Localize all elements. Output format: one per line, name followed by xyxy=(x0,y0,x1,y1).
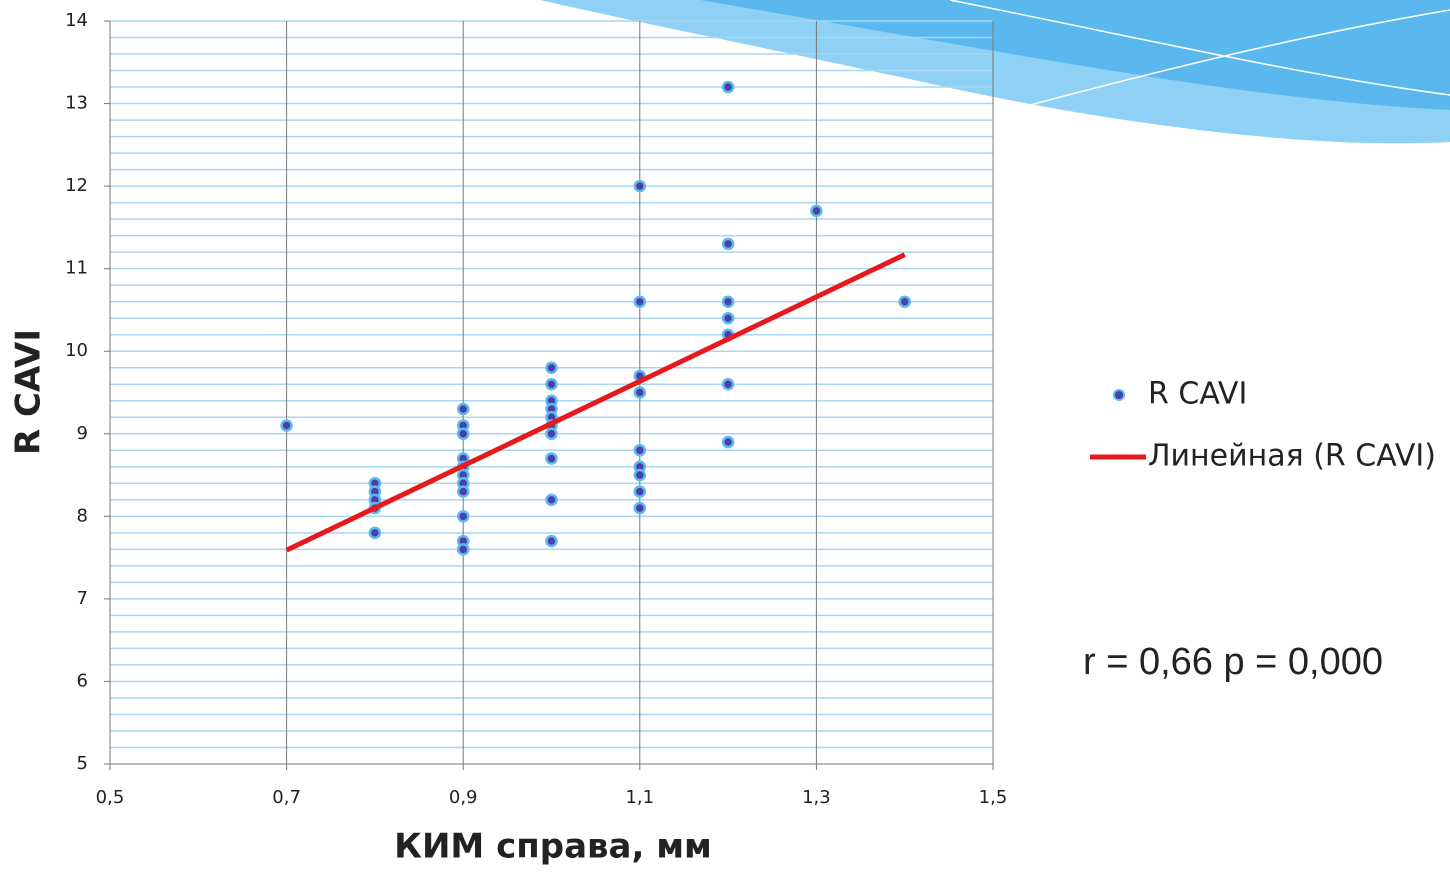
point xyxy=(633,386,647,399)
y-tick-label: 12 xyxy=(65,175,88,196)
point xyxy=(633,295,647,308)
x-axis-label: КИМ справа, мм xyxy=(394,827,712,867)
point xyxy=(721,377,735,391)
point xyxy=(721,311,735,325)
point xyxy=(368,526,382,540)
x-tick-label: 0,7 xyxy=(272,787,301,808)
y-tick-label: 11 xyxy=(65,258,88,279)
trend-line xyxy=(285,252,906,553)
point xyxy=(456,543,470,556)
y-axis-label: R CAVI xyxy=(9,329,49,455)
point xyxy=(545,534,558,548)
point xyxy=(633,485,647,498)
point xyxy=(633,179,647,193)
point xyxy=(721,80,735,94)
x-tick-label: 1,3 xyxy=(802,787,831,808)
point xyxy=(633,501,647,515)
point xyxy=(545,452,558,465)
point xyxy=(456,427,470,441)
legend-label: R CAVI xyxy=(1148,377,1247,412)
y-tick-label: 9 xyxy=(77,423,88,444)
point xyxy=(545,493,558,507)
point xyxy=(545,427,558,441)
x-tick-label: 0,9 xyxy=(449,787,478,808)
point xyxy=(280,419,293,432)
point xyxy=(456,402,470,416)
x-tick-label: 1,1 xyxy=(625,787,654,808)
point xyxy=(545,377,558,391)
point xyxy=(545,361,558,374)
x-tick-label: 1,5 xyxy=(979,787,1008,808)
point xyxy=(633,444,647,457)
plot-area: 0,5 0,7 0,9 1,1 1,3 1,5 5 6 7 8 9 10 11 12 13 14 xyxy=(65,10,1007,808)
x-tick-label: 0,5 xyxy=(96,787,125,808)
y-tick-label: 6 xyxy=(77,670,88,691)
y-tick-label: 13 xyxy=(65,93,88,114)
point xyxy=(898,295,911,308)
annotation: r = 0,66 p = 0,000 xyxy=(1083,641,1383,683)
decoration xyxy=(540,0,1450,144)
point xyxy=(456,485,470,498)
y-tick-label: 10 xyxy=(65,340,88,361)
point xyxy=(456,510,470,523)
point xyxy=(721,295,735,308)
legend-label: Линейная (R CAVI) xyxy=(1148,439,1436,474)
point xyxy=(633,468,647,482)
point xyxy=(721,237,735,251)
y-tick-label: 14 xyxy=(65,10,88,31)
y-tick-label: 5 xyxy=(77,753,88,774)
point xyxy=(810,204,823,218)
y-tick-label: 7 xyxy=(77,588,88,609)
legend-marker xyxy=(1113,389,1125,401)
point xyxy=(721,435,735,449)
y-tick-label: 8 xyxy=(77,505,88,526)
